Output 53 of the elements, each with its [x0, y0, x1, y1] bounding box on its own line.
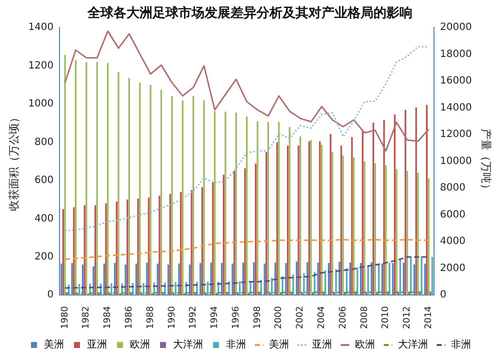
y-tick-label: 1200: [28, 60, 54, 72]
legend-label: 美洲: [269, 338, 289, 351]
x-tick-label: 2002: [296, 306, 306, 329]
x-tick-label: 1992: [188, 306, 199, 329]
legend-label: 大洋洲: [173, 338, 203, 351]
x-tick-label: 2014: [424, 306, 434, 329]
legend-label: 美洲: [44, 338, 64, 351]
y-axis-title: 收获面积（万公顷）: [7, 112, 20, 211]
y-tick-label: 400: [34, 213, 54, 224]
y-tick-label: 200: [34, 251, 54, 262]
x-tick-label: 1994: [210, 306, 220, 329]
x-tick-label: 1996: [231, 306, 242, 329]
y2-tick-label: 2000: [440, 262, 466, 274]
x-tick-label: 1986: [124, 306, 135, 329]
y-tick-label: 600: [34, 175, 54, 186]
y2-tick-label: 20000: [440, 22, 472, 34]
x-tick-label: 1980: [60, 306, 70, 329]
x-tick-label: 2010: [381, 306, 392, 329]
y-tick-label: 800: [34, 136, 54, 148]
x-tick-label: 2008: [360, 306, 370, 329]
x-tick-label: 2000: [274, 306, 284, 329]
legend-label: 亚洲: [312, 338, 332, 351]
x-tick-label: 2012: [402, 306, 413, 329]
y2-tick-label: 0: [440, 290, 446, 301]
legend-label: 欧洲: [355, 338, 375, 351]
legend-label: 大洋洲: [398, 338, 428, 351]
legend-label: 非洲: [451, 338, 471, 351]
legend-label: 非洲: [226, 338, 246, 351]
y2-tick-label: 8000: [440, 182, 466, 194]
y2-tick-label: 12000: [440, 129, 472, 140]
line-series: [64, 46, 430, 232]
x-tick-label: 1988: [146, 306, 156, 329]
legend-label: 欧洲: [130, 338, 150, 351]
chart-title: 全球各大洲足球市场发展差异分析及其对产业格局的影响: [86, 5, 412, 22]
y2-tick-label: 16000: [440, 76, 472, 87]
line-series: [64, 256, 430, 289]
y-tick-label: 1000: [28, 98, 54, 110]
x-tick-label: 1984: [103, 306, 114, 329]
x-tick-label: 1998: [252, 306, 263, 329]
y2-tick-label: 10000: [440, 156, 472, 167]
y2-tick-label: 14000: [440, 102, 472, 114]
legend-label: 亚洲: [87, 338, 107, 351]
x-tick-label: 2004: [317, 306, 328, 329]
x-tick-label: 2006: [338, 306, 348, 329]
y-tick-label: 1400: [28, 22, 54, 34]
line-series: [64, 238, 430, 260]
y2-tick-label: 4000: [440, 236, 466, 248]
y2-axis-title: 产量（万吨）: [480, 128, 493, 194]
y-tick-label: 0: [47, 290, 54, 301]
x-tick-label: 1982: [82, 306, 92, 329]
y2-tick-label: 18000: [440, 48, 472, 60]
y2-tick-label: 6000: [440, 209, 466, 220]
x-tick-label: 1990: [167, 306, 178, 329]
